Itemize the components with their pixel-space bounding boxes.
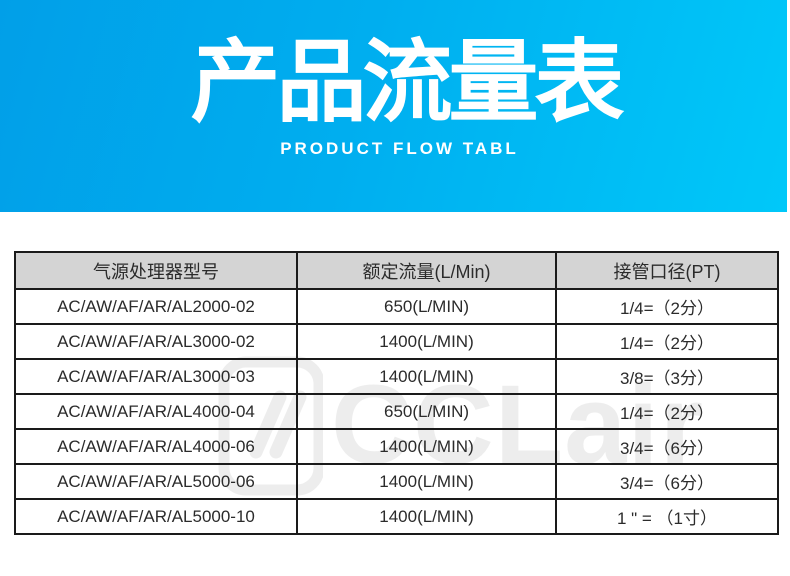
cell-model: AC/AW/AF/AR/AL2000-02 bbox=[14, 288, 298, 325]
cell-model: AC/AW/AF/AR/AL3000-03 bbox=[14, 358, 298, 395]
col-header-flow: 额定流量(L/Min) bbox=[296, 251, 557, 290]
col-header-model: 气源处理器型号 bbox=[14, 251, 298, 290]
cell-port: 1/4=（2分） bbox=[555, 288, 779, 325]
cell-model: AC/AW/AF/AR/AL4000-06 bbox=[14, 428, 298, 465]
table-row: AC/AW/AF/AR/AL4000-06 1400(L/MIN) 3/4=（6… bbox=[14, 428, 779, 465]
col-header-port: 接管口径(PT) bbox=[555, 251, 779, 290]
cell-port: 3/4=（6分） bbox=[555, 463, 779, 500]
table-row: AC/AW/AF/AR/AL4000-04 650(L/MIN) 1/4=（2分… bbox=[14, 393, 779, 430]
table-row: AC/AW/AF/AR/AL2000-02 650(L/MIN) 1/4=（2分… bbox=[14, 288, 779, 325]
product-flow-table: 气源处理器型号 额定流量(L/Min) 接管口径(PT) AC/AW/AF/AR… bbox=[14, 251, 779, 535]
cell-port: 1 " = （1寸） bbox=[555, 498, 779, 535]
table-header-row: 气源处理器型号 额定流量(L/Min) 接管口径(PT) bbox=[14, 251, 779, 290]
product-flow-table-wrap: 气源处理器型号 额定流量(L/Min) 接管口径(PT) AC/AW/AF/AR… bbox=[14, 251, 779, 535]
cell-model: AC/AW/AF/AR/AL5000-06 bbox=[14, 463, 298, 500]
cell-flow: 1400(L/MIN) bbox=[296, 428, 557, 465]
page-subtitle: PRODUCT FLOW TABL bbox=[280, 138, 519, 158]
table-row: AC/AW/AF/AR/AL5000-06 1400(L/MIN) 3/4=（6… bbox=[14, 463, 779, 500]
cell-flow: 1400(L/MIN) bbox=[296, 323, 557, 360]
cell-port: 3/8=（3分） bbox=[555, 358, 779, 395]
cell-flow: 1400(L/MIN) bbox=[296, 463, 557, 500]
table-row: AC/AW/AF/AR/AL5000-10 1400(L/MIN) 1 " = … bbox=[14, 498, 779, 535]
table-row: AC/AW/AF/AR/AL3000-02 1400(L/MIN) 1/4=（2… bbox=[14, 323, 779, 360]
cell-port: 3/4=（6分） bbox=[555, 428, 779, 465]
cell-port: 1/4=（2分） bbox=[555, 393, 779, 430]
table-row: AC/AW/AF/AR/AL3000-03 1400(L/MIN) 3/8=（3… bbox=[14, 358, 779, 395]
cell-model: AC/AW/AF/AR/AL3000-02 bbox=[14, 323, 298, 360]
cell-flow: 650(L/MIN) bbox=[296, 393, 557, 430]
cell-model: AC/AW/AF/AR/AL4000-04 bbox=[14, 393, 298, 430]
cell-flow: 650(L/MIN) bbox=[296, 288, 557, 325]
page-title: 产品流量表 bbox=[190, 33, 625, 133]
cell-flow: 1400(L/MIN) bbox=[296, 498, 557, 535]
cell-model: AC/AW/AF/AR/AL5000-10 bbox=[14, 498, 298, 535]
cell-port: 1/4=（2分） bbox=[555, 323, 779, 360]
cell-flow: 1400(L/MIN) bbox=[296, 358, 557, 395]
banner: 产品流量表 PRODUCT FLOW TABL bbox=[0, 0, 787, 212]
